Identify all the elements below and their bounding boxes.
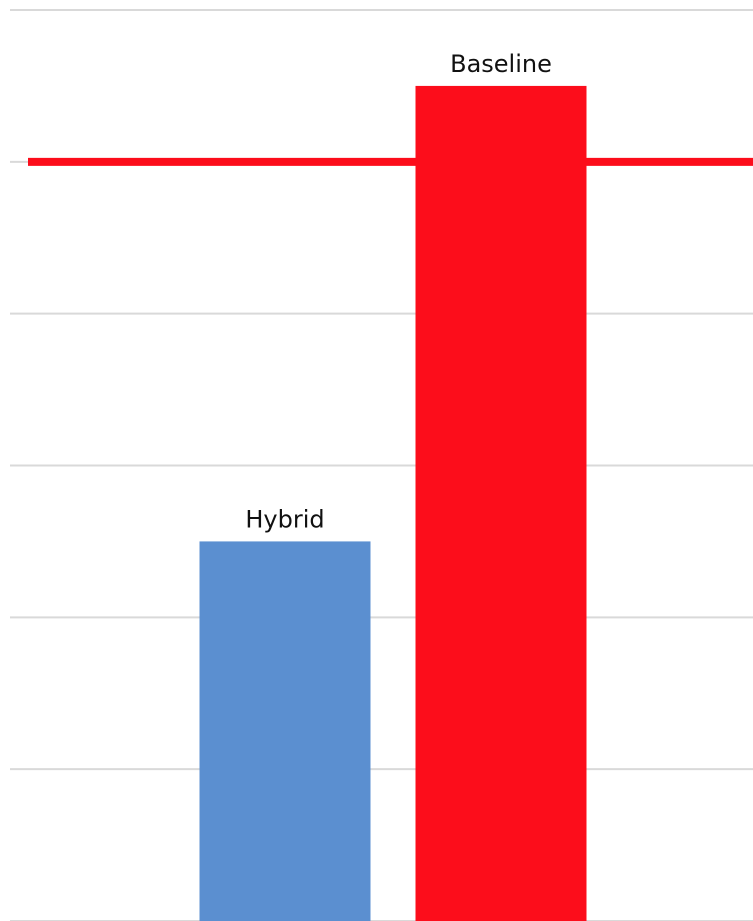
category-label: Hybrid: [245, 505, 324, 533]
category-label: Baseline: [450, 50, 552, 78]
bar: [415, 85, 587, 921]
bar: [199, 541, 371, 921]
